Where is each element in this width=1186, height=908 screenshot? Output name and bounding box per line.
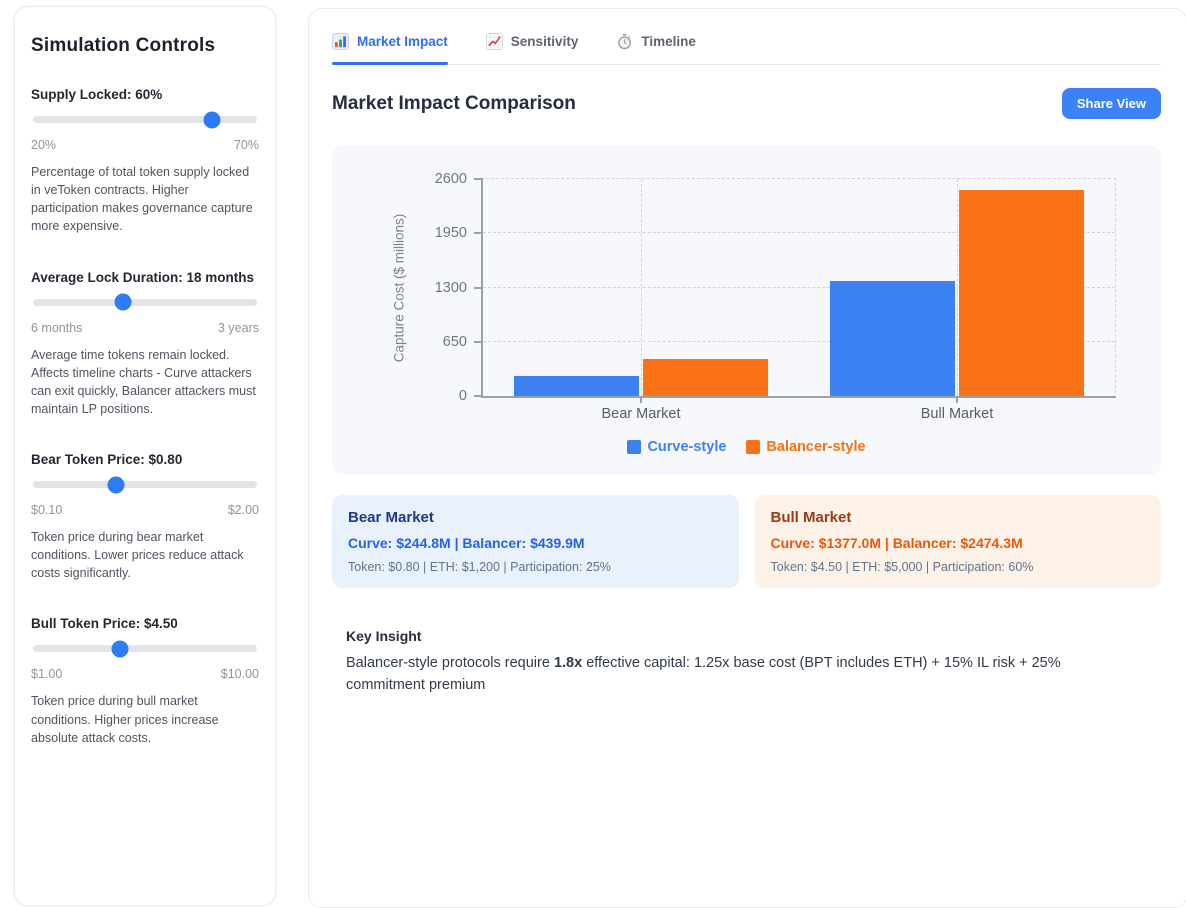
supply-locked-slider[interactable] — [33, 111, 257, 128]
slider-label: Supply Locked: 60% — [31, 87, 163, 102]
slider-thumb[interactable] — [114, 293, 132, 311]
slider-max-label: 70% — [233, 138, 259, 152]
scenario-values: Curve: $244.8M | Balancer: $439.9M — [348, 535, 585, 551]
market-impact-chart: Capture Cost ($ millions) 0 650 1300 1950 26… — [332, 145, 1161, 475]
legend-item-curve-style[interactable]: Curve-style — [627, 439, 726, 455]
slider-description: Percentage of total token supply locked … — [31, 165, 253, 234]
key-insight-highlight: 1.8x — [553, 655, 583, 671]
slider-range: 6 months 3 years — [31, 321, 259, 335]
slider-max-label: $10.00 — [220, 667, 259, 682]
legend-swatch — [746, 440, 761, 454]
slider-label: Bear Token Price: $0.80 — [31, 452, 183, 467]
x-axis-category-label: Bear Market — [601, 406, 681, 422]
y-tick-mark — [474, 232, 483, 235]
key-insight-text-before: Balancer-style protocols require — [346, 655, 554, 671]
slider-thumb[interactable] — [111, 640, 129, 658]
tab-bar: Market Impact Sensitivity Timeline — [332, 9, 1161, 65]
slider-label: Bull Token Price: $4.50 — [31, 616, 178, 632]
sidebar-title: Simulation Controls — [31, 35, 216, 56]
main-panel: Market Impact Sensitivity Timeline Marke… — [308, 8, 1186, 908]
scenario-details: Token: $0.80 | ETH: $1,200 | Participati… — [348, 560, 611, 574]
bull-market-card: Bull Market Curve: $1377.0M | Balancer: … — [754, 495, 1161, 588]
y-tick-mark — [474, 395, 483, 397]
chart-legend: Curve-style Balancer-style — [332, 439, 1161, 455]
key-insight-text-after: effective capital: 1.25x base cost (BPT … — [346, 655, 1061, 694]
legend-label: Curve-style — [647, 439, 727, 455]
slider-min-label: 6 months — [31, 320, 83, 335]
tab-label: Market Impact — [357, 34, 448, 49]
scenario-values: Curve: $1377.0M | Balancer: $2474.3M — [770, 535, 1023, 551]
chart-plot-area: Capture Cost ($ millions) 0 650 1300 1950 26… — [392, 171, 1116, 422]
tab-label: Timeline — [641, 34, 696, 49]
y-tick-label: 650 — [442, 333, 467, 350]
bear-market-card: Bear Market Curve: $244.8M | Balancer: $… — [332, 495, 739, 588]
slider-thumb[interactable] — [203, 111, 221, 128]
tab-label: Sensitivity — [510, 34, 579, 49]
scenario-title: Bull Market — [770, 509, 852, 526]
category-gridline — [641, 179, 642, 396]
y-tick-mark — [474, 340, 483, 343]
slider-description: Token price during bear market condition… — [31, 530, 244, 581]
category-gridline — [957, 179, 958, 396]
legend-swatch — [627, 440, 642, 454]
y-tick-label: 0 — [458, 388, 467, 404]
bear-token-price-control: Bear Token Price: $0.80 $0.10 $2.00 Toke… — [31, 452, 259, 582]
tab-sensitivity[interactable]: Sensitivity — [485, 33, 579, 64]
slider-max-label: 3 years — [218, 320, 259, 335]
scenario-summary-row: Bear Market Curve: $244.8M | Balancer: $… — [332, 495, 1161, 588]
tab-market-impact[interactable]: Market Impact — [332, 33, 448, 65]
y-tick-mark — [474, 286, 483, 289]
supply-locked-control: Supply Locked: 60% 20% 70% Percentage of… — [31, 87, 259, 236]
slider-description: Token price during bull market condition… — [31, 694, 219, 745]
tab-timeline[interactable]: Timeline — [616, 33, 696, 64]
legend-label: Balancer-style — [766, 439, 866, 455]
bar-curve-style-bull-market[interactable] — [830, 281, 955, 396]
slider-label: Average Lock Duration: 18 months — [31, 269, 255, 285]
bear-token-price-slider[interactable] — [33, 476, 257, 493]
share-view-button[interactable]: Share View — [1061, 88, 1161, 119]
lock-duration-control: Average Lock Duration: 18 months 6 month… — [31, 270, 259, 419]
slider-min-label: $1.00 — [31, 667, 63, 682]
y-gridline — [483, 340, 1115, 342]
stopwatch-icon — [618, 33, 632, 50]
bar-balancer-style-bear-market[interactable] — [643, 359, 768, 396]
simulation-controls-panel: Simulation Controls Supply Locked: 60% 2… — [14, 6, 276, 906]
key-insight-title: Key Insight — [346, 628, 422, 644]
y-tick-mark — [474, 178, 483, 180]
y-tick-label: 1300 — [434, 279, 467, 296]
y-gridline — [483, 286, 1115, 288]
slider-thumb[interactable] — [107, 476, 125, 493]
page-title: Market Impact Comparison — [332, 92, 576, 114]
slider-range: 20% 70% — [31, 138, 259, 152]
scenario-details: Token: $4.50 | ETH: $5,000 | Participati… — [770, 560, 1034, 574]
bar-curve-style-bear-market[interactable] — [514, 375, 639, 396]
slider-description: Average time tokens remain locked. Affec… — [31, 347, 256, 416]
slider-min-label: $0.10 — [31, 503, 63, 517]
line-chart-icon — [485, 33, 503, 50]
x-axis-category-label: Bull Market — [920, 406, 994, 422]
slider-max-label: $2.00 — [227, 503, 259, 517]
slider-min-label: 20% — [31, 138, 57, 152]
bull-token-price-control: Bull Token Price: $4.50 $1.00 $10.00 Tok… — [31, 616, 259, 746]
y-axis-label: Capture Cost ($ millions) — [391, 213, 407, 362]
y-tick-label: 1950 — [434, 225, 467, 242]
y-tick-label: 2600 — [434, 171, 467, 187]
key-insight-body: Balancer-style protocols require 1.8x ef… — [346, 652, 1126, 697]
bar-chart-icon — [332, 33, 349, 50]
legend-item-balancer-style[interactable]: Balancer-style — [746, 439, 866, 455]
bull-token-price-slider[interactable] — [33, 640, 257, 658]
x-tick-mark — [640, 396, 642, 403]
y-gridline — [483, 232, 1115, 234]
key-insight-section: Key Insight Balancer-style protocols req… — [332, 628, 1161, 697]
bar-balancer-style-bull-market[interactable] — [959, 189, 1084, 396]
slider-range: $1.00 $10.00 — [31, 667, 259, 681]
section-header: Market Impact Comparison Share View — [332, 88, 1161, 119]
slider-range: $0.10 $2.00 — [31, 503, 259, 517]
x-tick-mark — [956, 396, 958, 403]
lock-duration-slider[interactable] — [33, 293, 257, 311]
scenario-title: Bear Market — [348, 509, 434, 526]
